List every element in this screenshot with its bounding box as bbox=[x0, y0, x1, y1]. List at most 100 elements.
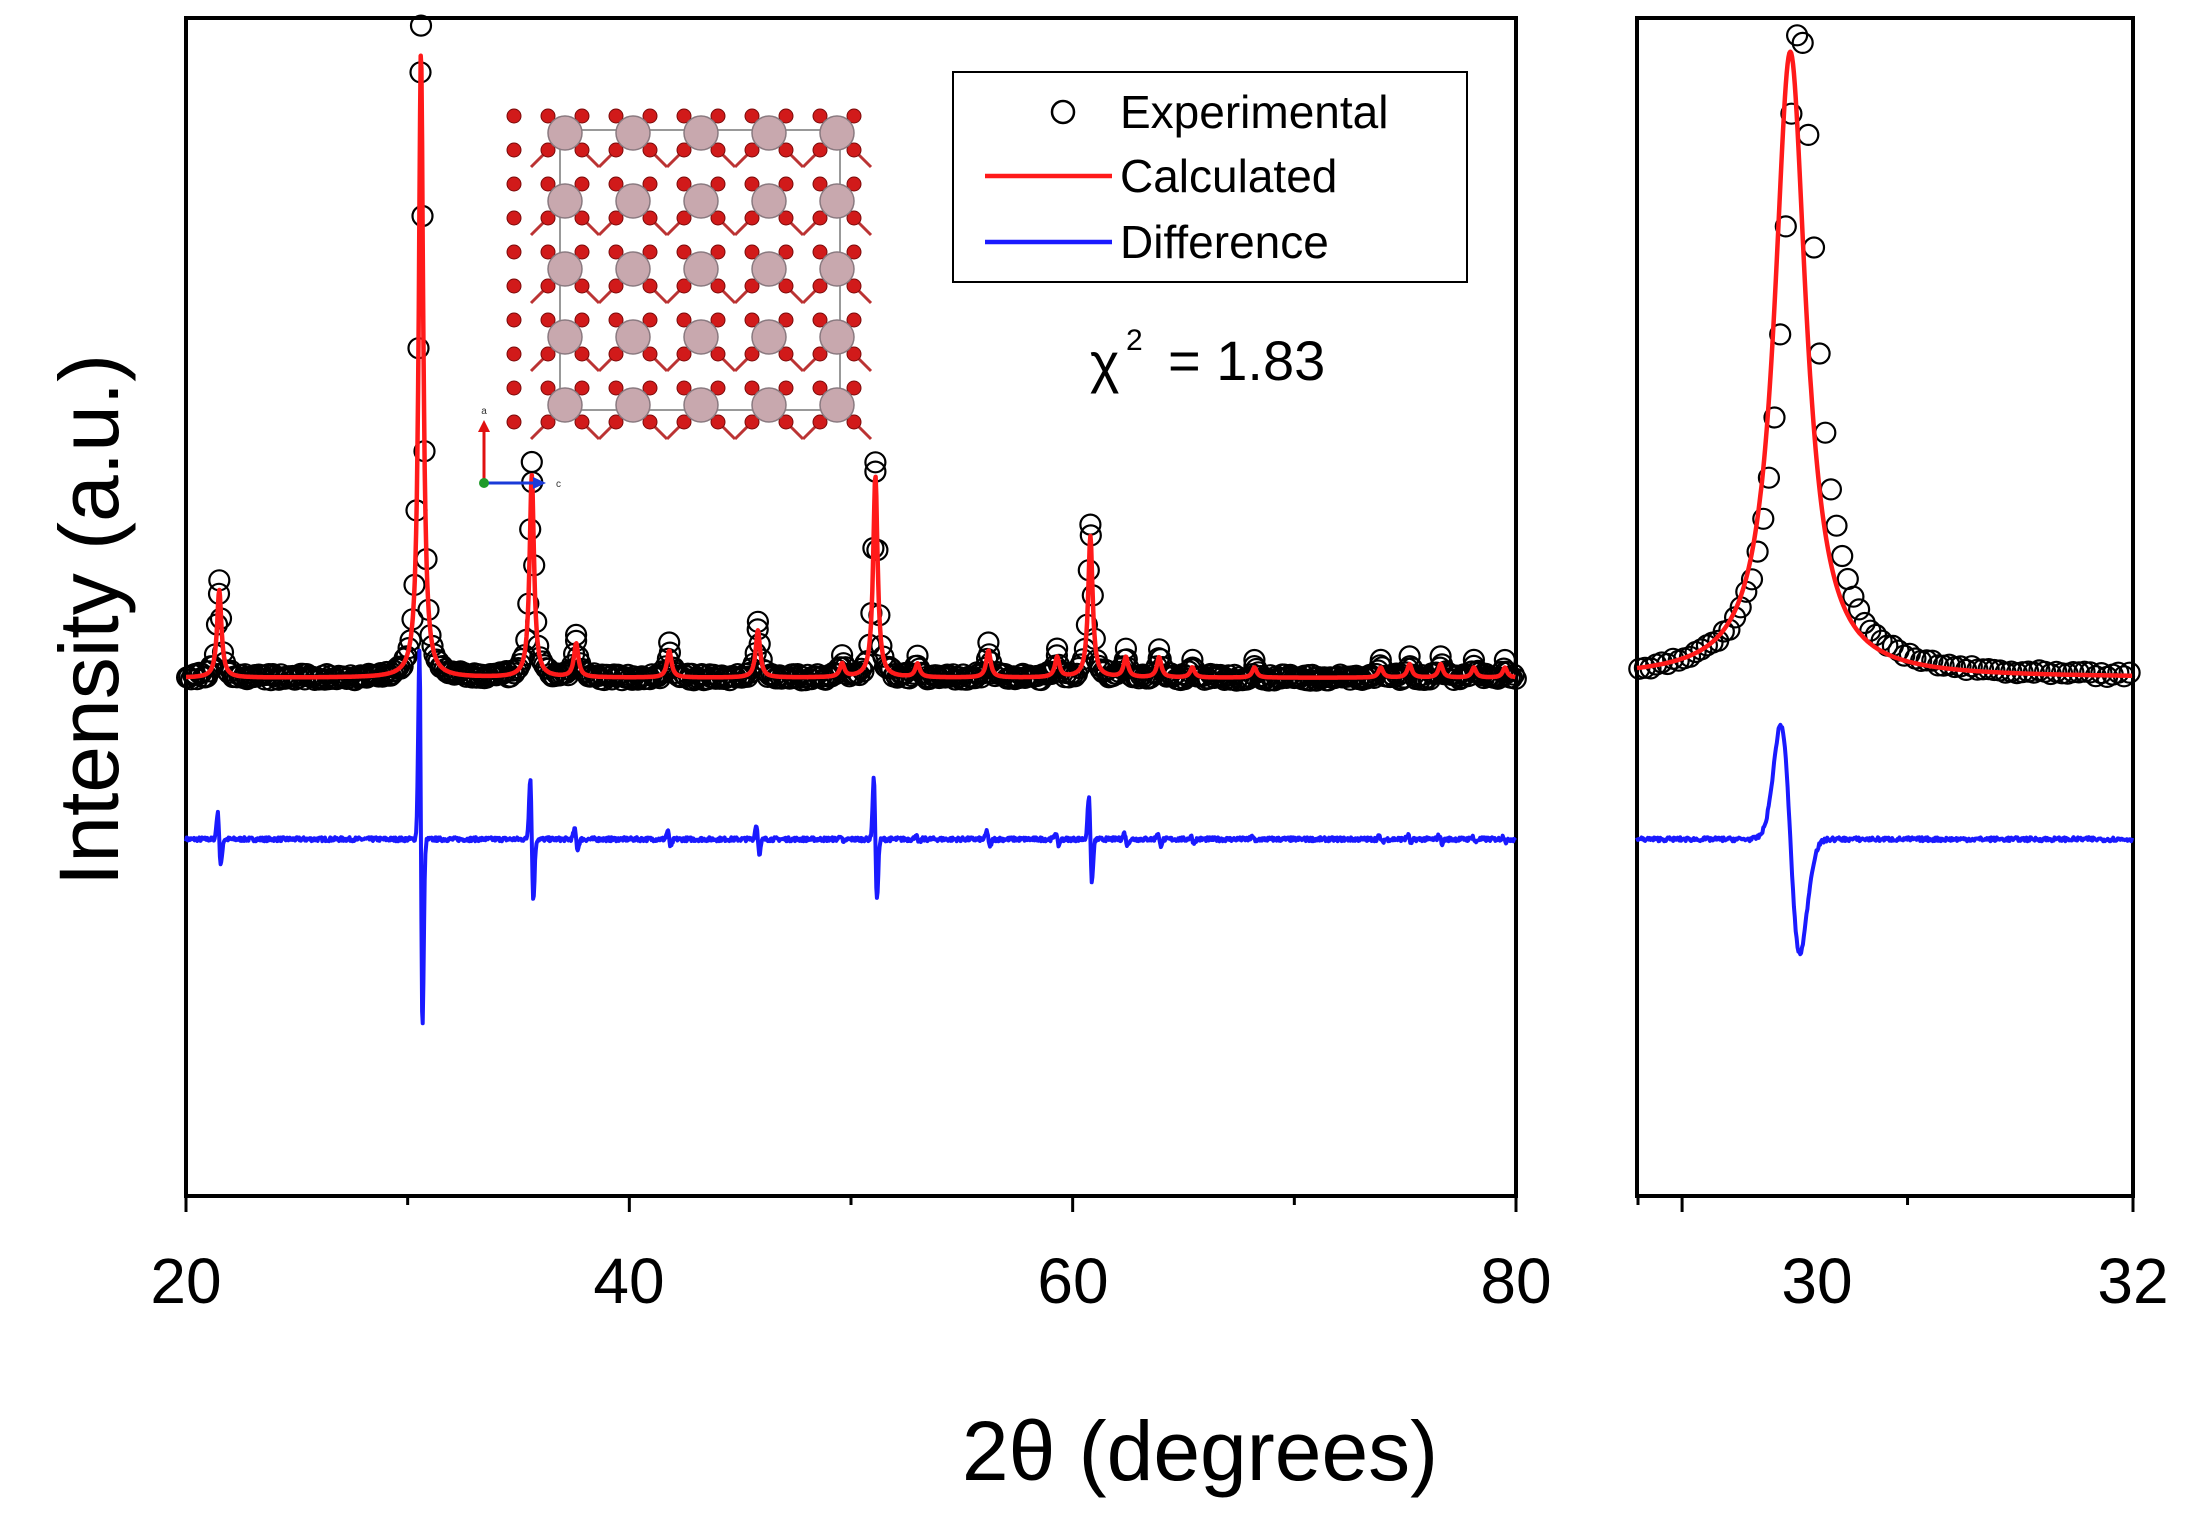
oxygen-atom bbox=[744, 380, 760, 396]
oxygen-atom bbox=[812, 176, 828, 192]
oxygen-atom bbox=[676, 414, 692, 430]
oxygen-atom bbox=[506, 244, 522, 260]
oxygen-atom bbox=[676, 210, 692, 226]
experimental-point bbox=[389, 657, 412, 680]
metal-atom bbox=[615, 251, 651, 287]
oxygen-atom bbox=[540, 346, 556, 362]
oxygen-atom bbox=[574, 380, 590, 396]
axis-b-dot bbox=[479, 478, 489, 488]
oxygen-atom bbox=[846, 176, 862, 192]
experimental-point bbox=[1949, 655, 1972, 678]
experimental-point bbox=[1785, 24, 1809, 47]
experimental-point bbox=[1774, 215, 1797, 238]
oxygen-atom bbox=[744, 210, 760, 226]
experimental-point bbox=[1797, 123, 1820, 146]
oxygen-atom bbox=[778, 176, 794, 192]
x-axis-title: 2θ (degrees) bbox=[962, 1404, 1438, 1498]
metal-atom bbox=[547, 387, 583, 423]
oxygen-atom bbox=[812, 312, 828, 328]
metal-atom bbox=[683, 115, 719, 151]
oxygen-atom bbox=[744, 346, 760, 362]
oxygen-atom bbox=[642, 244, 658, 260]
oxygen-atom bbox=[846, 346, 862, 362]
oxygen-atom bbox=[642, 346, 658, 362]
oxygen-atom bbox=[778, 108, 794, 124]
oxygen-atom bbox=[506, 380, 522, 396]
metal-atom bbox=[751, 115, 787, 151]
experimental-point bbox=[1746, 540, 1769, 563]
oxygen-atom bbox=[506, 108, 522, 124]
oxygen-atom bbox=[778, 244, 794, 260]
experimental-point bbox=[409, 14, 433, 37]
oxygen-atom bbox=[812, 380, 828, 396]
oxygen-atom bbox=[846, 244, 862, 260]
metal-atom bbox=[819, 183, 855, 219]
oxygen-atom bbox=[710, 176, 726, 192]
legend-label-experimental: Experimental bbox=[1120, 86, 1388, 138]
metal-atom bbox=[547, 319, 583, 355]
main-difference-line bbox=[184, 648, 1517, 1026]
oxygen-atom bbox=[710, 278, 726, 294]
zoom-x-tick-label: 32 bbox=[2097, 1245, 2168, 1317]
oxygen-atom bbox=[846, 210, 862, 226]
oxygen-atom bbox=[676, 108, 692, 124]
axis-c-arrowhead bbox=[533, 477, 546, 489]
oxygen-atom bbox=[812, 346, 828, 362]
metal-atom bbox=[751, 387, 787, 423]
metal-atom bbox=[683, 251, 719, 287]
oxygen-atom bbox=[574, 108, 590, 124]
experimental-point bbox=[852, 660, 875, 683]
experimental-point bbox=[1960, 655, 1983, 678]
metal-atom bbox=[683, 319, 719, 355]
oxygen-atom bbox=[540, 380, 556, 396]
metal-atom bbox=[683, 387, 719, 423]
oxygen-atom bbox=[540, 278, 556, 294]
oxygen-atom bbox=[812, 414, 828, 430]
oxygen-atom bbox=[710, 108, 726, 124]
experimental-point bbox=[1791, 31, 1814, 55]
oxygen-atom bbox=[744, 244, 760, 260]
oxygen-atom bbox=[608, 414, 624, 430]
metal-atom bbox=[547, 115, 583, 151]
oxygen-atom bbox=[812, 142, 828, 158]
experimental-point bbox=[208, 569, 231, 592]
oxygen-atom bbox=[846, 278, 862, 294]
oxygen-atom bbox=[506, 142, 522, 158]
oxygen-atom bbox=[608, 210, 624, 226]
zoom-x-ticks bbox=[1636, 1196, 2135, 1212]
chi-superscript: 2 bbox=[1126, 324, 1143, 357]
main-x-tick-label: 20 bbox=[150, 1245, 221, 1317]
metal-atom bbox=[615, 115, 651, 151]
experimental-point bbox=[2079, 661, 2102, 684]
experimental-point bbox=[1831, 544, 1854, 568]
metal-atom bbox=[751, 251, 787, 287]
oxygen-atom bbox=[846, 108, 862, 124]
oxygen-atom bbox=[608, 380, 624, 396]
oxygen-atom bbox=[642, 210, 658, 226]
oxygen-atom bbox=[540, 414, 556, 430]
metal-atom bbox=[819, 387, 855, 423]
metal-atom bbox=[819, 251, 855, 287]
oxygen-atom bbox=[676, 142, 692, 158]
oxygen-atom bbox=[676, 312, 692, 328]
experimental-point bbox=[1740, 568, 1764, 591]
oxygen-atom bbox=[778, 142, 794, 158]
oxygen-atom bbox=[642, 278, 658, 294]
oxygen-atom bbox=[642, 312, 658, 328]
oxygen-atom bbox=[506, 312, 522, 328]
oxygen-atom bbox=[642, 108, 658, 124]
experimental-point bbox=[1504, 667, 1527, 690]
oxygen-atom bbox=[574, 244, 590, 260]
oxygen-atom bbox=[846, 414, 862, 430]
zoom-plot-frame bbox=[1635, 16, 2135, 1198]
experimental-point bbox=[1780, 102, 1803, 125]
oxygen-atom bbox=[710, 414, 726, 430]
experimental-point bbox=[1763, 406, 1786, 429]
oxygen-atom bbox=[608, 346, 624, 362]
metal-atom bbox=[615, 183, 651, 219]
oxygen-atom bbox=[574, 414, 590, 430]
oxygen-atom bbox=[710, 312, 726, 328]
chi-squared-annotation: χ 2 = 1.83 bbox=[1090, 324, 1325, 394]
oxygen-atom bbox=[540, 210, 556, 226]
